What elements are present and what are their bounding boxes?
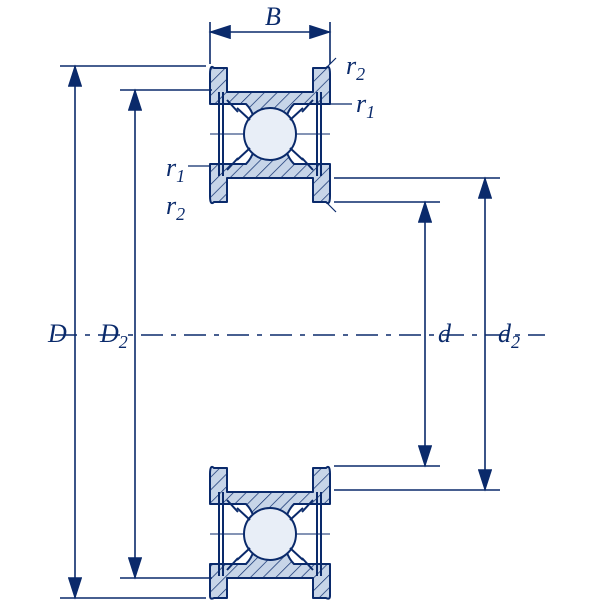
label-d2-sub: 2 — [511, 332, 520, 352]
label-D: D — [47, 319, 67, 348]
label-d: d — [438, 319, 452, 348]
label-r2a-sub: 2 — [356, 64, 365, 84]
label-r1a-sub: 1 — [366, 102, 375, 122]
svg-text:D: D — [47, 319, 67, 348]
label-r1b-sub: 1 — [176, 166, 185, 186]
bearing-diagram: B r2 r1 r1 r2 D D2 d — [0, 0, 600, 600]
label-D2: D — [99, 319, 119, 348]
svg-text:B: B — [265, 2, 281, 31]
svg-text:d: d — [438, 319, 452, 348]
label-D2-sub: 2 — [119, 332, 128, 352]
label-r2b-sub: 2 — [176, 204, 185, 224]
label-B: B — [265, 2, 281, 31]
label-d2: d — [498, 319, 512, 348]
